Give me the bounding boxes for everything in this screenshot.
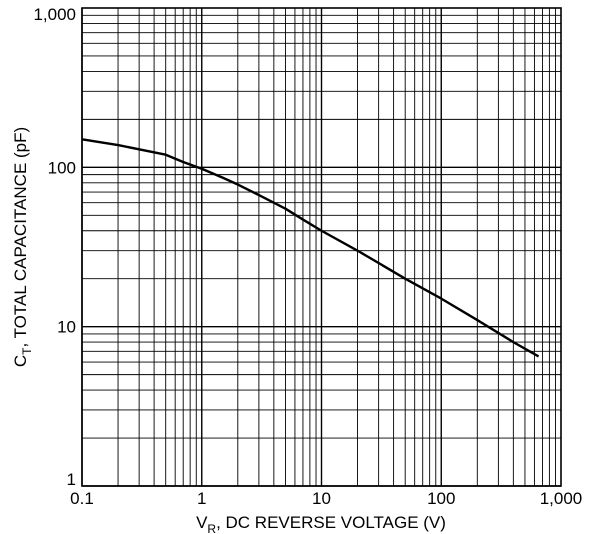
y-tick-label: 100 [48,158,76,177]
x-tick-labels: 0.1 1 10 100 1,000 [70,489,582,508]
x-tick-label: 1,000 [540,489,583,508]
y-tick-label: 1,000 [33,5,76,24]
capacitance-curve [81,138,540,358]
x-axis-label: VR, DC REVERSE VOLTAGE (V) [196,513,446,534]
x-tick-label: 100 [427,489,455,508]
y-tick-label: 1 [67,470,76,489]
grid-lines [81,8,561,487]
plot-frame [81,7,562,487]
x-tick-label: 0.1 [70,489,94,508]
x-tick-label: 1 [197,489,206,508]
y-tick-labels: 1 10 100 1,000 [33,5,76,489]
y-tick-label: 10 [57,318,76,337]
x-tick-label: 10 [312,489,331,508]
y-axis-label: CT, TOTAL CAPACITANCE (pF) [11,127,34,367]
